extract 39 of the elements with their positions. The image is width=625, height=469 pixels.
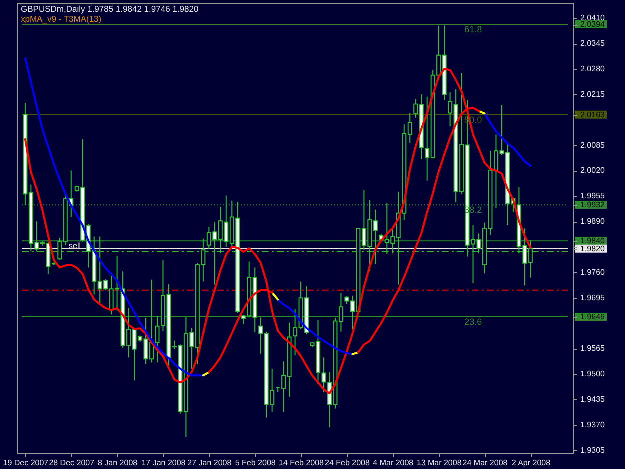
y-tick-label: 1.9955 xyxy=(580,192,606,201)
y-tick-label: 1.9305 xyxy=(580,446,606,455)
y-tick-label: 1.9370 xyxy=(580,420,606,430)
y-tick-label: 1.9932 xyxy=(580,200,606,210)
y-tick-label: 1.9695 xyxy=(580,293,606,302)
x-tick-label: 2 Apr 2008 xyxy=(512,458,552,468)
x-tick-label: 13 Mar 2008 xyxy=(416,458,462,468)
y-tick-label: 2.0020 xyxy=(580,166,606,176)
y-tick-label: 2.0280 xyxy=(580,64,606,74)
y-tick-label: 1.9760 xyxy=(580,268,606,277)
y-tick-label: 1.9646 xyxy=(580,312,606,322)
x-tick-label: 8 Jan 2008 xyxy=(98,458,138,468)
y-tick-label: 1.9820 xyxy=(580,244,606,254)
x-tick-label: 5 Feb 2008 xyxy=(235,458,276,468)
x-tick-label: 19 Dec 2007 xyxy=(3,458,50,468)
y-tick-label: 2.0085 xyxy=(580,140,606,150)
ref-line-label: sell xyxy=(69,242,82,251)
y-tick-label: 1.9565 xyxy=(580,344,606,354)
y-tick-label: 2.0163 xyxy=(580,110,606,120)
x-tick-label: 4 Mar 2008 xyxy=(373,458,414,468)
x-tick-label: 24 Feb 2008 xyxy=(324,458,370,468)
x-tick-label: 27 Jan 2008 xyxy=(188,458,232,468)
x-tick-label: 14 Feb 2008 xyxy=(279,458,325,468)
y-tick-label: 1.9840 xyxy=(580,236,606,246)
annotation: 61.8 xyxy=(464,24,482,35)
y-tick-label: 2.0410 xyxy=(580,14,606,23)
y-tick-label: 2.0215 xyxy=(580,90,606,99)
x-tick-label: 24 Mar 2008 xyxy=(462,458,508,468)
text: xpMA_v9 - T3MA(13) xyxy=(21,14,102,24)
candlestick xyxy=(155,316,160,364)
y-tick-label: 2.0394 xyxy=(580,20,606,30)
y-tick-label: 1.9500 xyxy=(580,370,606,379)
chart-title: GBPUSDm,Daily 1.9785 1.9842 1.9746 1.9820 xyxy=(21,4,199,14)
y-tick-label: 1.9435 xyxy=(580,394,606,404)
x-tick-label: 28 Dec 2007 xyxy=(49,458,96,468)
y-tick-label: 2.0345 xyxy=(580,39,606,48)
annotation: 23.6 xyxy=(464,316,482,327)
x-tick-label: 17 Jan 2008 xyxy=(142,458,186,468)
y-tick-label: 1.9890 xyxy=(580,217,606,226)
